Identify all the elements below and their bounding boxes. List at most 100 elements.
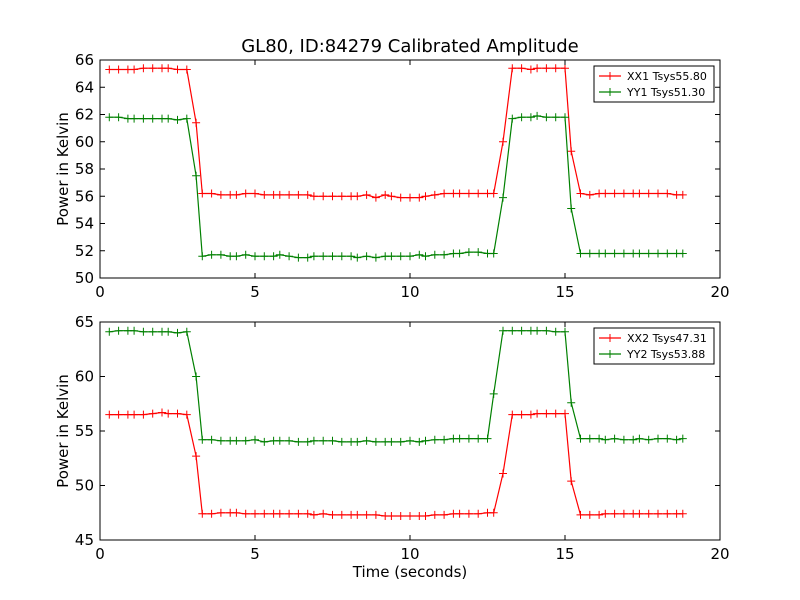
data-point xyxy=(285,190,294,199)
data-point xyxy=(275,190,284,199)
data-point xyxy=(303,253,312,262)
data-point xyxy=(114,65,123,74)
data-point xyxy=(440,435,449,444)
data-point xyxy=(508,326,517,335)
data-point xyxy=(337,437,346,446)
legend-label: YY1 Tsys51.30 xyxy=(626,86,705,99)
data-point xyxy=(508,410,517,419)
data-point xyxy=(455,249,464,258)
data-point xyxy=(585,434,594,443)
data-point xyxy=(629,435,638,444)
x-tick-label: 0 xyxy=(95,283,105,301)
data-point xyxy=(672,435,681,444)
data-point xyxy=(654,434,662,443)
data-point xyxy=(455,434,464,443)
data-point xyxy=(241,436,250,445)
y-axis-label: Power in Kelvin xyxy=(54,112,72,226)
data-point xyxy=(216,250,225,259)
data-point xyxy=(430,510,439,519)
data-point xyxy=(130,326,139,335)
data-point xyxy=(576,510,585,519)
data-point xyxy=(440,189,449,198)
data-point xyxy=(576,249,585,258)
data-point xyxy=(430,250,439,259)
data-point xyxy=(232,252,241,261)
data-point xyxy=(337,252,346,261)
data-point xyxy=(105,327,114,336)
data-point xyxy=(319,252,328,261)
data-point xyxy=(139,327,148,336)
data-point xyxy=(328,192,337,201)
x-tick-label: 0 xyxy=(95,545,105,563)
legend: XX1 Tsys55.80 YY1 Tsys51.30 xyxy=(593,65,715,103)
data-point xyxy=(275,250,284,259)
data-point xyxy=(533,326,542,335)
data-point xyxy=(173,65,182,74)
data-point xyxy=(415,193,424,202)
data-point xyxy=(337,510,346,519)
data-point xyxy=(114,410,123,419)
data-point xyxy=(362,510,371,519)
data-point xyxy=(148,114,157,123)
data-point xyxy=(285,252,294,261)
y-tick-label: 62 xyxy=(75,106,94,124)
data-point xyxy=(601,509,610,518)
x-tick-label: 20 xyxy=(710,283,729,301)
data-point xyxy=(678,434,687,443)
data-point xyxy=(207,189,216,198)
data-point xyxy=(130,65,139,74)
y-tick-label: 52 xyxy=(75,242,94,260)
data-point xyxy=(294,437,303,446)
data-point xyxy=(663,249,672,258)
data-point xyxy=(198,435,207,444)
data-point xyxy=(148,409,157,418)
data-point xyxy=(533,409,542,418)
data-point xyxy=(567,204,576,213)
y-tick-label: 50 xyxy=(75,477,94,495)
data-point xyxy=(499,137,507,146)
data-point xyxy=(251,509,259,518)
x-tick-label: 10 xyxy=(400,283,419,301)
y-tick-label: 55 xyxy=(75,422,94,440)
data-point xyxy=(241,189,250,198)
data-point xyxy=(337,192,346,201)
data-point xyxy=(303,437,312,446)
legend-box xyxy=(593,65,715,103)
data-point xyxy=(644,249,653,258)
data-point xyxy=(182,327,191,336)
data-point xyxy=(430,435,439,444)
data-point xyxy=(396,437,405,446)
data-point xyxy=(542,113,551,122)
data-point xyxy=(309,252,318,261)
data-point xyxy=(173,115,182,124)
data-point xyxy=(526,113,535,122)
data-point xyxy=(347,252,356,261)
data-point xyxy=(421,192,430,201)
data-point xyxy=(309,510,318,519)
data-point xyxy=(406,252,414,261)
data-point xyxy=(260,437,269,446)
data-point xyxy=(474,189,483,198)
data-point xyxy=(260,252,269,261)
data-point xyxy=(464,434,473,443)
data-point xyxy=(663,509,672,518)
data-point xyxy=(192,118,201,127)
x-tick-label: 10 xyxy=(400,545,419,563)
data-point xyxy=(644,435,653,444)
data-point xyxy=(644,189,653,198)
data-point xyxy=(619,509,628,518)
y-tick-label: 60 xyxy=(75,368,94,386)
y-tick-label: 60 xyxy=(75,133,94,151)
data-point xyxy=(182,410,191,419)
data-point xyxy=(105,113,114,122)
y-tick-label: 66 xyxy=(75,51,94,69)
data-point xyxy=(303,509,312,518)
data-point xyxy=(508,114,517,123)
data-point xyxy=(464,509,473,518)
data-point xyxy=(285,436,294,445)
data-point xyxy=(567,477,576,486)
data-point xyxy=(251,189,259,198)
data-point xyxy=(406,512,414,520)
data-point xyxy=(517,410,526,419)
data-point xyxy=(294,509,303,518)
